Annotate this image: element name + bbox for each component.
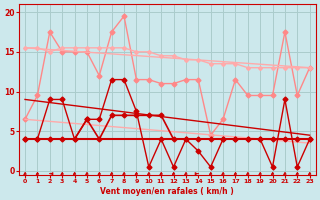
- X-axis label: Vent moyen/en rafales ( km/h ): Vent moyen/en rafales ( km/h ): [100, 187, 234, 196]
